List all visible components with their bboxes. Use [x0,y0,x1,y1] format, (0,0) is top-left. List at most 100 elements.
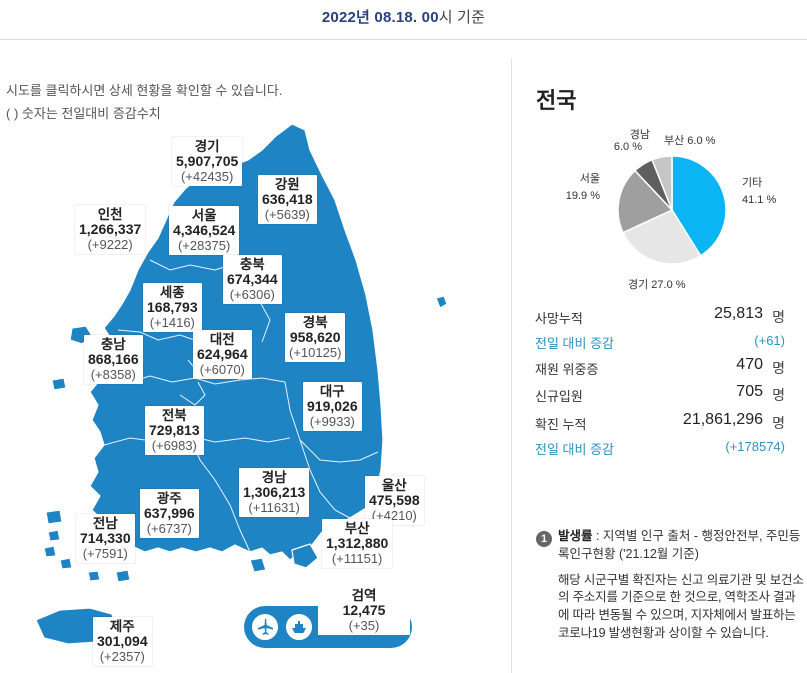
stat-value: (+61) [754,333,785,348]
stat-new-admission: 신규입원 705 명 [535,383,785,405]
region-gyeongbuk[interactable]: 경북 958,620 (+10125) [285,313,346,363]
stat-label: 재원 위중증 [535,362,599,377]
region-name: 세종 [159,285,185,300]
panel-title: 전국 [536,88,577,113]
region-incheon[interactable]: 인천 1,266,337 (+9222) [75,205,146,255]
stat-label: 전일 대비 증감 [535,336,614,351]
reference-date: 2022년 08.18. 00시 기준 [321,9,486,26]
region-confirmed: 674,344 [227,271,278,288]
pie-label-name: 경남 [630,128,650,141]
panel-divider [511,58,512,673]
click-instruction: 시도를 클릭하시면 상세 현황을 확인할 수 있습니다. [6,83,283,98]
region-confirmed: 868,166 [88,351,139,368]
region-name: 강원 [274,177,300,192]
stat-value: (+178574) [725,439,785,454]
delta-legend-note: ( ) 숫자는 전일대비 증감수치 [6,106,161,121]
region-confirmed: 301,094 [97,633,148,650]
region-delta: (+11631) [248,499,300,515]
stat-confirmed: 확진 누적 21,861,296 명 [535,411,785,433]
ship-icon[interactable] [284,612,314,642]
stat-confirmed-delta: 전일 대비 증감 (+178574) [535,436,785,458]
map-sw-island-6[interactable] [87,570,101,582]
header-bar: 2022년 08.18. 00시 기준 [0,0,807,40]
region-delta: (+2357) [99,648,145,664]
pie-label-name: 서울 [580,172,600,185]
region-chungnam[interactable]: 충남 868,166 (+8358) [84,335,143,385]
incidence-note: 1 발생률 : 지역별 인구 출처 - 행정안전부, 주민등록인구현황 ('21… [536,528,804,643]
region-delta: (+11151) [331,550,383,566]
region-sejong[interactable]: 세종 168,793 (+1416) [143,283,202,333]
region-name: 대구 [319,384,345,399]
pie-label-name: 경기 27.0 % [628,278,686,291]
map-sw-island-1[interactable] [45,509,63,525]
region-gyeonggi[interactable]: 경기 5,907,705 (+42435) [172,137,243,187]
region-confirmed: 637,996 [144,505,195,522]
map-sw-island-4[interactable] [59,557,73,570]
region-ulsan[interactable]: 울산 475,598 (+4210) [365,476,424,526]
stat-label: 신규입원 [535,389,583,404]
map-sw-island-2[interactable] [47,529,61,542]
map-geoje[interactable] [291,543,319,569]
region-name: 경남 [261,470,287,485]
region-delta: (+7591) [82,545,128,561]
region-name: 대전 [209,332,235,347]
region-gwangju[interactable]: 광주 637,996 (+6737) [140,489,199,539]
region-delta: (+5639) [264,206,310,222]
region-name: 충남 [100,337,126,352]
region-busan[interactable]: 부산 1,312,880 (+11151) [322,519,393,569]
region-delta: (+6306) [229,286,275,302]
pie-slice-3 [617,169,674,234]
region-jeju[interactable]: 제주 301,094 (+2357) [93,617,152,667]
note-source: 발생률 : 지역별 인구 출처 - 행정안전부, 주민등록인구현황 ('21.1… [558,529,801,561]
stat-unit: 명 [772,309,785,325]
airplane-icon[interactable] [250,612,280,642]
stat-label: 사망누적 [535,311,583,326]
region-gangwon[interactable]: 강원 636,418 (+5639) [258,175,317,225]
region-quarantine[interactable]: 검역 12,475 (+35) [318,586,410,636]
map-ulleung[interactable] [435,295,448,309]
region-name: 전북 [161,408,187,423]
pie-slice-2 [622,209,702,265]
stat-label: 전일 대비 증감 [535,442,614,457]
map-taean-islands[interactable] [51,377,67,391]
stat-value: 21,861,296 [682,411,763,428]
region-jeonnam[interactable]: 전남 714,330 (+7591) [76,514,135,564]
stat-unit: 명 [772,415,785,431]
region-name: 광주 [156,491,182,506]
region-confirmed: 958,620 [289,329,341,346]
region-daegu[interactable]: 대구 919,026 (+9933) [303,382,362,432]
pie-label-name: 부산 6.0 % [664,134,716,147]
region-delta: (+35) [348,617,380,633]
region-seoul[interactable]: 서울 4,346,524 (+28375) [169,206,240,256]
region-confirmed: 714,330 [80,530,131,547]
region-delta: (+9222) [87,236,133,252]
region-jeonbuk[interactable]: 전북 729,813 (+6983) [145,406,204,456]
region-daejeon[interactable]: 대전 624,964 (+6070) [193,330,252,380]
stat-deaths-delta: 전일 대비 증감 (+61) [535,330,785,352]
region-delta: (+42435) [180,168,234,184]
pie-label-name: 기타 [742,176,762,189]
region-delta: (+6983) [151,437,197,453]
region-name: 전남 [92,516,118,531]
region-gyeongnam[interactable]: 경남 1,306,213 (+11631) [239,468,310,518]
region-delta: (+1416) [149,314,195,330]
note-body: 해당 시군구별 확진자는 신고 의료기관 및 보건소의 주소지를 기준으로 한 … [558,572,804,640]
pie-label-percent: 19.9 % [566,190,600,202]
region-name: 검역 [351,588,377,603]
region-name: 부산 [344,521,370,536]
map-sw-island-3[interactable] [43,545,57,558]
region-name: 인천 [97,207,123,222]
region-confirmed: 624,964 [197,346,248,363]
stat-value: 705 [736,383,763,400]
region-delta: (+28375) [177,237,231,253]
region-delta: (+4210) [371,507,417,523]
region-confirmed: 168,793 [147,299,198,316]
region-chungbuk[interactable]: 충북 674,344 (+6306) [223,255,282,305]
region-delta: (+6070) [199,361,245,377]
map-namhae[interactable] [249,557,267,573]
pie-label-percent: 41.1 % [742,194,776,206]
map-wando[interactable] [115,569,131,583]
region-delta: (+8358) [90,366,136,382]
region-confirmed: 475,598 [369,492,420,509]
pie-label-name: 6.0 % [614,141,642,153]
